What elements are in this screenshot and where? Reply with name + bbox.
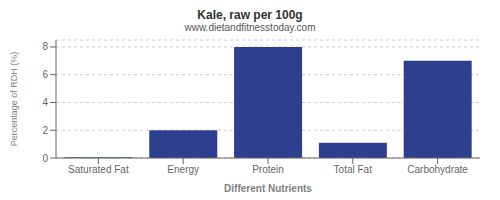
svg-text:Percentage of RDH (%): Percentage of RDH (%) bbox=[9, 52, 19, 147]
svg-text:Different Nutrients: Different Nutrients bbox=[224, 183, 312, 192]
svg-text:Total Fat: Total Fat bbox=[334, 164, 373, 175]
svg-text:Carbohydrate: Carbohydrate bbox=[407, 164, 468, 175]
svg-text:6: 6 bbox=[42, 69, 48, 80]
svg-text:Energy: Energy bbox=[167, 164, 199, 175]
html-text:Kale, raw per 100g: Kale, raw per 100g bbox=[197, 8, 303, 22]
html-text:www.dietandfitnesstoday.com: www.dietandfitnesstoday.com bbox=[184, 22, 316, 33]
svg-text:8: 8 bbox=[42, 41, 48, 52]
svg-text:4: 4 bbox=[42, 97, 48, 108]
svg-text:0: 0 bbox=[42, 153, 48, 164]
svg-text:Saturated Fat: Saturated Fat bbox=[68, 164, 129, 175]
svg-text:Protein: Protein bbox=[252, 164, 284, 175]
svg-text:2: 2 bbox=[42, 125, 48, 136]
